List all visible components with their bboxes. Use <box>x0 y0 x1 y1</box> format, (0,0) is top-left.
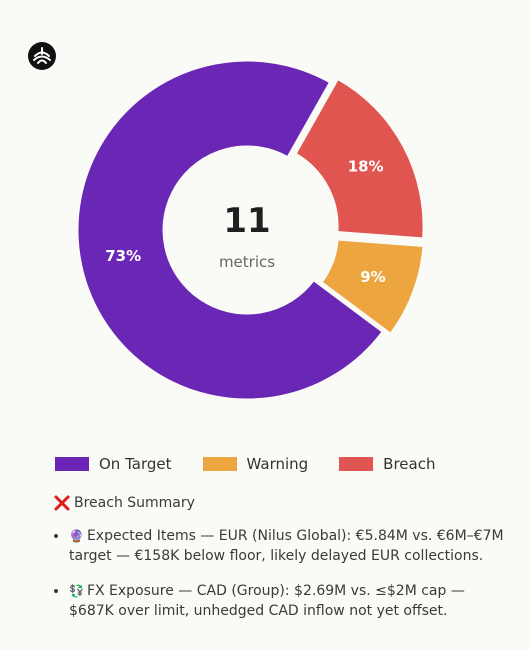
breach-item-expected-items: 🔮Expected Items — EUR (Nilus Global): €5… <box>69 526 514 566</box>
donut-slice-on-target[interactable] <box>75 58 386 402</box>
legend-item-warning[interactable]: Warning <box>202 455 309 473</box>
legend-item-on-target[interactable]: On Target <box>55 455 172 473</box>
donut-slice-breach[interactable] <box>292 76 426 241</box>
center-value: 11 <box>223 201 270 241</box>
breach-item-fx-exposure: 💱FX Exposure — CAD (Group): $2.69M vs. ≤… <box>69 581 514 621</box>
center-label: metrics <box>219 253 275 271</box>
cross-mark-icon <box>54 495 70 511</box>
breach-summary: Breach Summary 🔮Expected Items — EUR (Ni… <box>54 495 514 636</box>
legend-swatch-on-target <box>55 457 89 471</box>
breach-summary-title: Breach Summary <box>74 495 195 511</box>
breach-summary-header: Breach Summary <box>54 495 514 511</box>
brand-logo-icon <box>28 42 56 70</box>
legend-label-on-target: On Target <box>99 455 172 473</box>
currency-exchange-icon: 💱 <box>69 584 84 598</box>
donut-slice-warning[interactable] <box>318 237 426 337</box>
donut-chart: 73% 18% 9% 11 metrics <box>75 58 426 402</box>
slice-label-warning: 9% <box>360 268 385 286</box>
legend-label-breach: Breach <box>383 455 436 473</box>
breach-item-text: Expected Items — EUR (Nilus Global): €5.… <box>69 528 504 564</box>
slice-label-breach: 18% <box>348 158 384 176</box>
breach-list: 🔮Expected Items — EUR (Nilus Global): €5… <box>54 526 514 621</box>
legend-label-warning: Warning <box>246 455 309 473</box>
legend-swatch-breach <box>339 457 374 471</box>
chart-legend: On Target Warning Breach <box>55 455 466 473</box>
legend-swatch-warning <box>202 457 237 471</box>
breach-item-text: FX Exposure — CAD (Group): $2.69M vs. ≤$… <box>69 583 465 619</box>
legend-item-breach[interactable]: Breach <box>339 455 435 473</box>
crystal-ball-icon: 🔮 <box>69 529 84 543</box>
slice-label-on-target: 73% <box>105 247 141 265</box>
